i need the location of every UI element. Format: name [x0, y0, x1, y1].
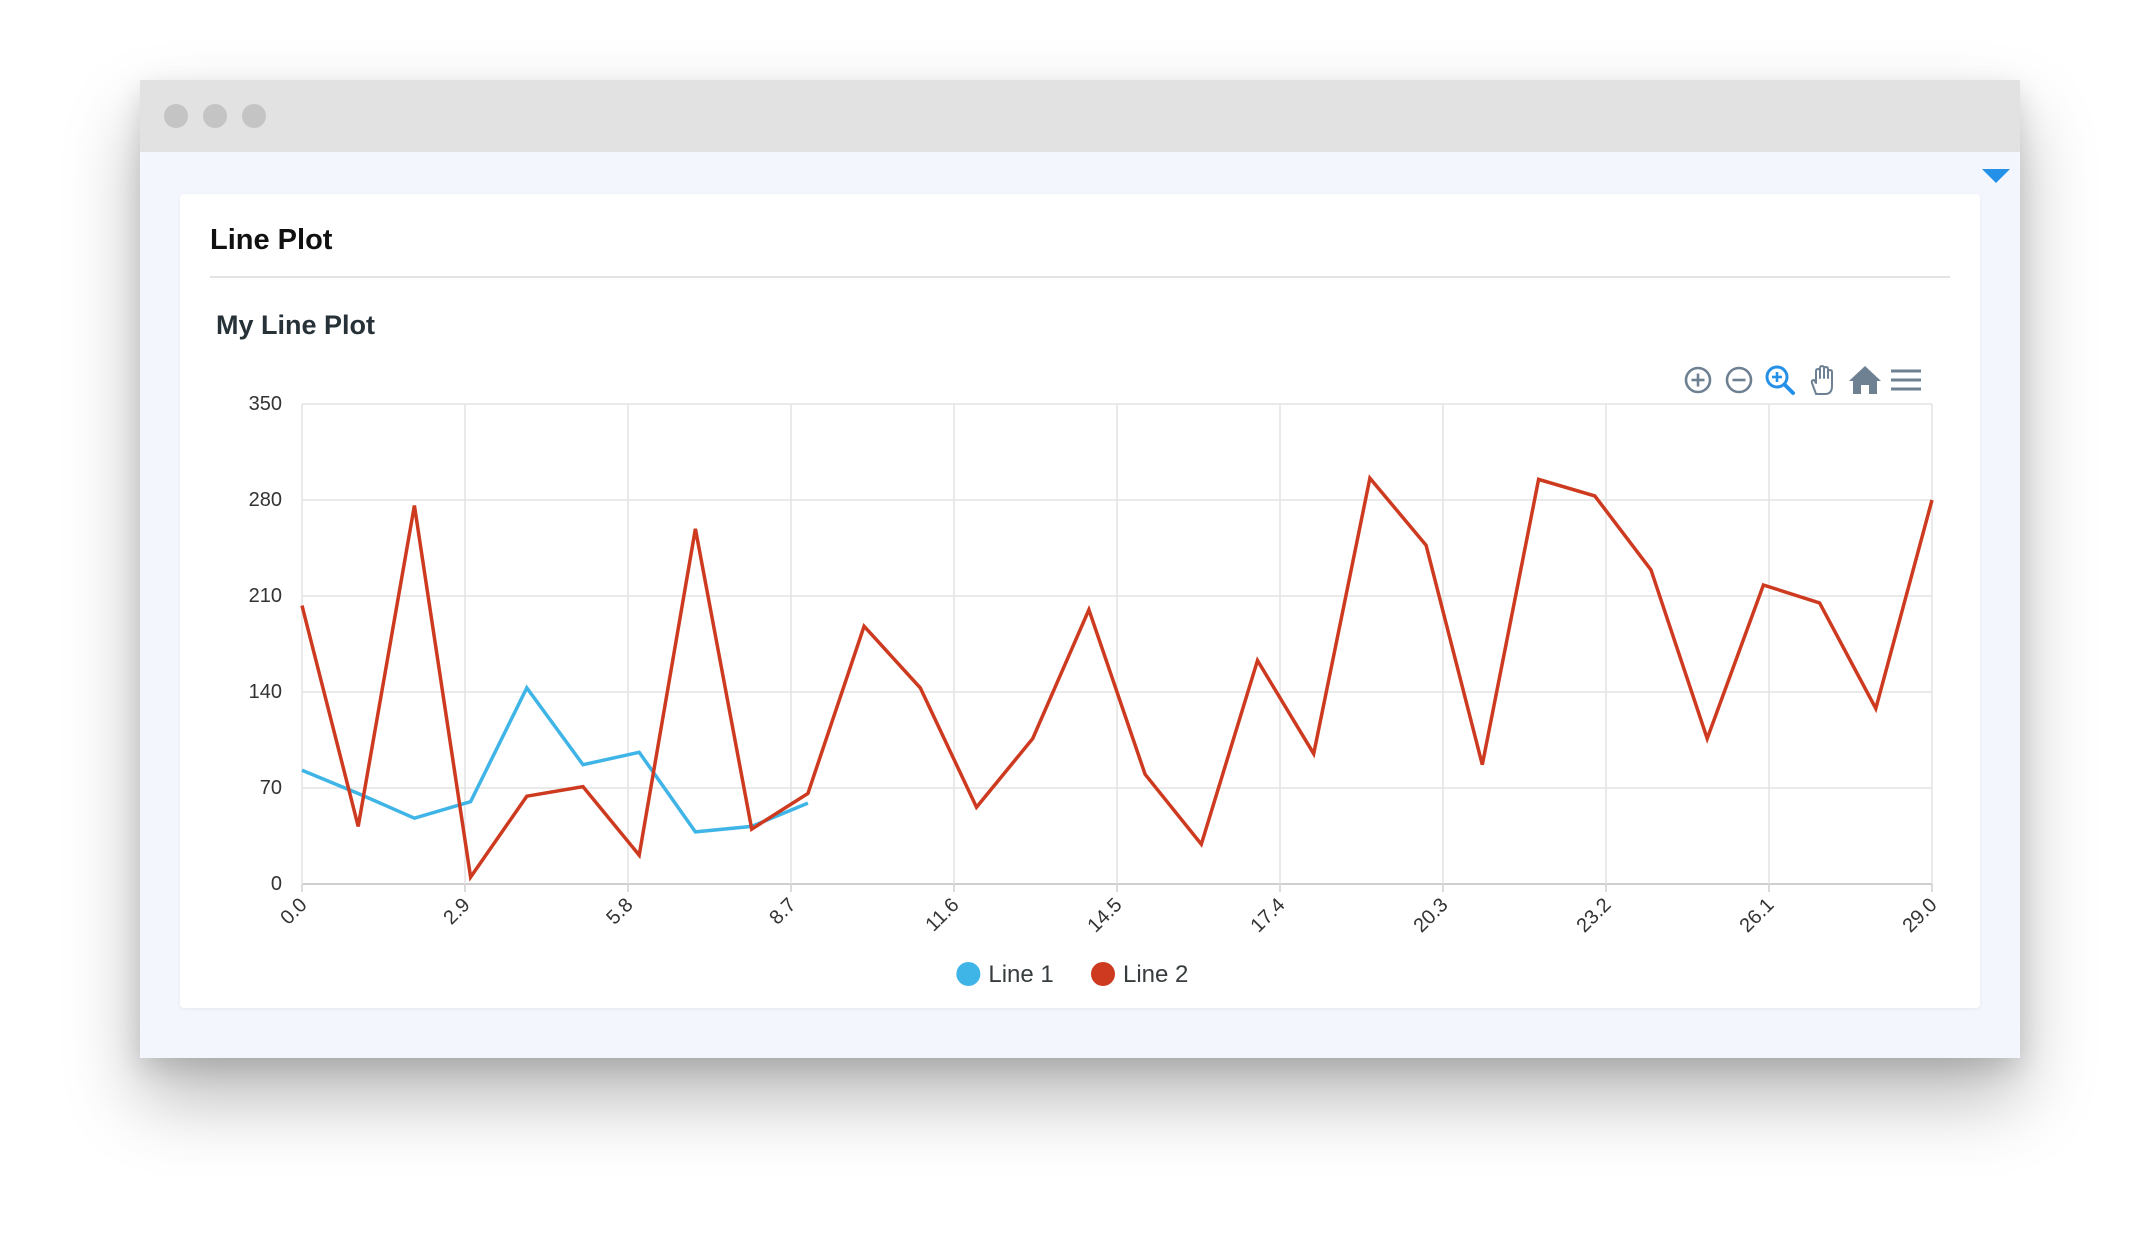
x-tick-label: 5.8 [602, 894, 637, 929]
legend-marker [1091, 962, 1115, 986]
series-line-1 [301, 684, 809, 834]
x-tick-label: 8.7 [765, 894, 800, 929]
chart-toolbar [1684, 365, 1921, 395]
dropdown-arrow-icon[interactable] [1982, 169, 2010, 183]
x-tick-label: 26.1 [1735, 894, 1778, 937]
y-tick-label: 280 [249, 489, 282, 511]
menu-icon[interactable] [1891, 369, 1921, 391]
series-line-2 [300, 474, 1934, 882]
minimize-window-dot[interactable] [203, 104, 227, 128]
x-tick-label: 2.9 [439, 894, 474, 929]
reset-zoom-home-icon[interactable] [1849, 366, 1881, 394]
card-divider [210, 276, 1950, 278]
y-tick-label: 140 [249, 681, 282, 703]
legend-label: Line 1 [988, 961, 1053, 988]
x-axis-ticks: 0.0 2.9 5.8 8.7 11.6 14.5 17.4 20.3 23.2 26.1 29.0 [276, 884, 1942, 937]
chart-legend: Line 1 Line 2 [956, 961, 1188, 988]
window-titlebar [140, 80, 2020, 152]
maximize-window-dot[interactable] [242, 104, 266, 128]
y-tick-label: 210 [249, 585, 282, 607]
y-axis-ticks: 0 70 140 210 280 350 [249, 393, 282, 895]
chart-card: Line Plot My Line Plot [180, 194, 1980, 1008]
legend-marker [956, 962, 981, 986]
pan-icon[interactable] [1810, 365, 1833, 395]
selection-zoom-icon[interactable] [1765, 365, 1795, 395]
line-chart: My Line Plot [216, 310, 1942, 988]
x-tick-label: 0.0 [276, 894, 311, 929]
zoom-in-icon[interactable] [1684, 366, 1712, 394]
x-tick-label: 29.0 [1898, 894, 1941, 937]
zoom-out-icon[interactable] [1725, 366, 1753, 394]
x-tick-label: 11.6 [921, 894, 963, 936]
close-window-dot[interactable] [164, 104, 188, 128]
y-tick-label: 350 [249, 393, 282, 415]
legend-item-1[interactable]: Line 1 [956, 961, 1054, 988]
x-tick-label: 17.4 [1246, 894, 1289, 937]
chart-series [300, 474, 1934, 882]
card-title: Line Plot [210, 224, 333, 256]
chart-title: My Line Plot [216, 310, 375, 340]
y-tick-label: 0 [271, 873, 282, 895]
x-tick-label: 23.2 [1572, 894, 1615, 937]
browser-window: Line Plot My Line Plot [140, 80, 2020, 1058]
x-tick-label: 14.5 [1083, 894, 1126, 937]
legend-item-2[interactable]: Line 2 [1091, 961, 1188, 988]
legend-label: Line 2 [1123, 961, 1188, 988]
chart-grid [301, 403, 1933, 885]
y-tick-label: 70 [260, 777, 282, 799]
x-tick-label: 20.3 [1409, 894, 1452, 937]
